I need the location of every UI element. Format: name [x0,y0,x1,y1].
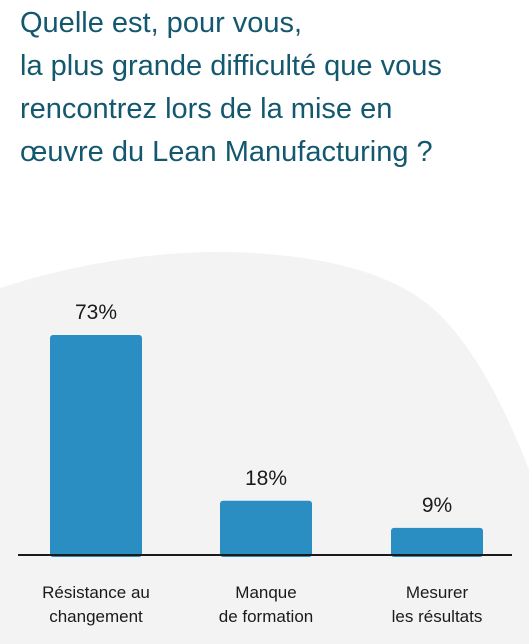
bar-3 [391,527,483,557]
bar-2 [220,500,312,557]
category-label-2-line-2: de formation [219,607,314,626]
value-label-3: 9% [422,494,452,517]
category-label-2-line-1: Manque [235,583,296,602]
question-line-2: la plus grande difficulté que vous [20,50,442,82]
category-label-3-line-1: Mesurer [406,583,469,602]
category-label-1-line-1: Résistance au [42,583,150,602]
category-label-3-line-2: les résultats [392,607,483,626]
value-label-2: 18% [245,467,287,490]
survey-question: Quelle est, pour vous, la plus grande di… [20,2,520,174]
question-line-4: œuvre du Lean Manufacturing ? [20,136,433,168]
question-line-3: rencontrez lors de la mise en [20,93,393,125]
bar-1 [50,335,142,557]
category-label-1-line-2: changement [49,607,143,626]
question-line-1: Quelle est, pour vous, [20,7,303,39]
value-label-1: 73% [75,301,117,324]
